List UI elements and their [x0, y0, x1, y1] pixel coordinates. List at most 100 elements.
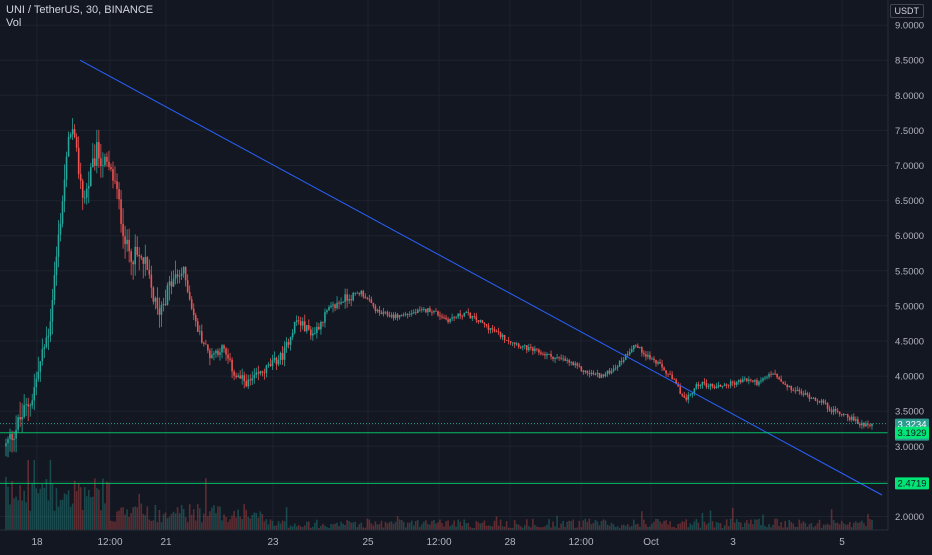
volume-bar — [582, 520, 585, 530]
volume-bar — [683, 521, 686, 530]
volume-bar — [378, 524, 381, 530]
candle-body — [752, 380, 754, 382]
candle-body — [255, 372, 258, 375]
candle-body — [98, 142, 100, 159]
candle-body — [130, 251, 132, 262]
candle-body — [824, 402, 827, 404]
volume-bar — [429, 524, 431, 530]
candle-body — [635, 345, 637, 347]
candle-body — [402, 314, 405, 316]
candle-body — [376, 309, 379, 312]
volume-bar — [172, 511, 175, 530]
volume-bar — [530, 527, 532, 530]
volume-bar — [802, 521, 805, 530]
volume-bar — [186, 522, 189, 530]
volume-bar — [7, 486, 9, 530]
volume-bar — [307, 521, 310, 530]
candle-body — [287, 342, 290, 345]
volume-bar — [394, 521, 397, 530]
volume-bar — [552, 521, 554, 530]
volume-bar — [263, 521, 266, 530]
candle-body — [523, 345, 526, 347]
volume-bar — [35, 488, 38, 530]
candle-body — [590, 372, 593, 374]
symbol-title[interactable]: UNI / TetherUS, 30, BINANCE — [6, 4, 154, 16]
volume-bar — [818, 519, 821, 530]
candle-body — [241, 375, 243, 379]
candle-body — [620, 361, 623, 362]
volume-bar — [92, 496, 94, 530]
volume-bar — [637, 523, 639, 530]
candle-body — [251, 378, 254, 381]
volume-bar — [584, 518, 587, 530]
volume-bar — [190, 514, 193, 530]
candle-body — [92, 158, 94, 168]
candle-body — [709, 383, 712, 387]
volume-bar — [243, 504, 245, 530]
volume-bar — [861, 520, 863, 530]
candle-body — [29, 405, 32, 407]
candle-body — [209, 350, 211, 359]
candle-body — [673, 378, 675, 380]
volume-bar — [842, 523, 845, 530]
volume-bar — [596, 521, 599, 530]
volume-bar — [130, 513, 132, 530]
volume-bar — [762, 514, 764, 530]
volume-bar — [342, 523, 344, 530]
candle-body — [867, 423, 869, 425]
volume-bar — [437, 522, 439, 530]
volume-bar — [53, 510, 56, 530]
volume-bar — [655, 518, 657, 530]
candle-body — [449, 318, 451, 322]
volume-bar — [174, 513, 177, 530]
volume-bar — [158, 509, 161, 530]
candle-body — [81, 180, 84, 198]
candle-body — [671, 374, 673, 379]
volume-bar — [233, 511, 235, 530]
candle-body — [178, 275, 181, 277]
volume-bar — [160, 522, 163, 530]
volume-bar — [65, 494, 68, 530]
volume-bar — [291, 526, 294, 530]
candle-body — [384, 311, 387, 313]
candle-body — [265, 365, 268, 373]
candle-body — [596, 372, 599, 375]
candle-body — [802, 393, 805, 395]
volume-bar — [225, 517, 227, 530]
candle-body — [160, 304, 163, 315]
candle-body — [267, 364, 270, 366]
candle-body — [628, 351, 631, 355]
candle-body — [699, 385, 702, 387]
volume-bar — [192, 509, 195, 530]
volume-bar — [376, 524, 379, 530]
volume-bar — [396, 516, 399, 530]
candle-body — [465, 312, 468, 314]
currency-badge[interactable]: USDT — [889, 4, 924, 18]
candle-body — [786, 384, 788, 388]
candle-body — [65, 156, 68, 180]
volume-bar — [467, 522, 470, 530]
candle-body — [758, 381, 760, 385]
candle-body — [154, 297, 157, 302]
candle-body — [679, 386, 682, 394]
candle-body — [427, 308, 429, 313]
candle-body — [47, 335, 50, 338]
candle-body — [394, 314, 397, 319]
volume-bar — [481, 522, 484, 530]
candle-body — [471, 316, 474, 319]
volume-bar — [320, 525, 322, 530]
candle-body — [259, 371, 262, 374]
volume-bar — [685, 519, 688, 530]
volume-bar — [580, 527, 583, 530]
volume-legend[interactable]: Vol — [6, 17, 22, 29]
drawings[interactable] — [0, 59, 888, 496]
volume-bar — [180, 504, 183, 530]
candle-body — [190, 299, 193, 309]
volume-bar — [624, 525, 627, 530]
volume-bar — [532, 518, 534, 530]
candle-body — [108, 161, 110, 168]
candle-body — [188, 291, 191, 300]
